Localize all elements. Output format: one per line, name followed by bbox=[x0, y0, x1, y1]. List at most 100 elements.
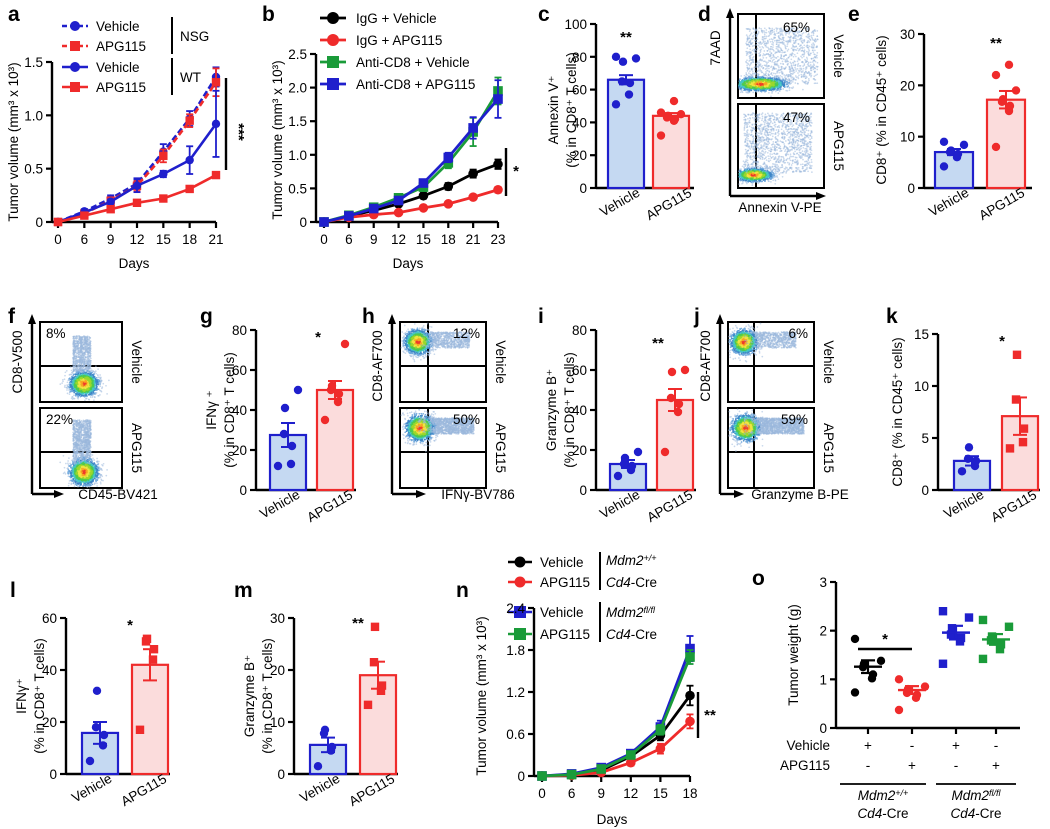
flow-event bbox=[816, 82, 819, 85]
flow-event bbox=[804, 136, 807, 139]
flow-event bbox=[782, 34, 784, 37]
flow-event bbox=[770, 57, 772, 60]
flow-event bbox=[755, 138, 758, 141]
flow-event bbox=[756, 116, 758, 118]
flow-event bbox=[800, 75, 803, 78]
flow-event bbox=[805, 56, 808, 59]
flow-event bbox=[771, 148, 773, 151]
flow-event bbox=[780, 78, 783, 81]
flow-event bbox=[759, 75, 762, 78]
flow-event bbox=[789, 153, 792, 156]
flow-event bbox=[790, 65, 793, 67]
flow-event bbox=[764, 150, 767, 153]
panel-b-significance: * bbox=[513, 163, 519, 180]
flow-event bbox=[800, 55, 802, 58]
flow-event bbox=[746, 159, 749, 162]
flow-event bbox=[751, 123, 754, 126]
flow-event bbox=[753, 156, 756, 158]
flow-event bbox=[813, 43, 815, 46]
flow-event bbox=[747, 41, 750, 44]
flow-event bbox=[814, 38, 817, 40]
flow-event bbox=[786, 86, 789, 88]
flow-event bbox=[777, 140, 779, 143]
flow-event bbox=[752, 91, 755, 94]
flow-event bbox=[757, 132, 760, 135]
flow-event bbox=[757, 30, 760, 33]
y-tick-label: 2.0 bbox=[288, 81, 307, 96]
flow-event bbox=[797, 31, 800, 33]
flow-event bbox=[780, 70, 783, 73]
flow-event bbox=[763, 85, 767, 88]
flow-event bbox=[746, 130, 748, 133]
x-tick-label: 12 bbox=[391, 232, 406, 247]
flow-event bbox=[775, 138, 777, 140]
flow-event bbox=[757, 124, 760, 127]
flow-event bbox=[763, 123, 766, 126]
flow-event bbox=[800, 46, 802, 49]
flow-event bbox=[793, 71, 796, 74]
flow-event bbox=[791, 149, 793, 151]
flow-event bbox=[783, 136, 786, 139]
flow-event bbox=[810, 145, 812, 148]
flow-event bbox=[810, 149, 813, 152]
flow-event bbox=[784, 114, 787, 117]
flow-event bbox=[756, 70, 759, 73]
flow-event bbox=[777, 128, 780, 131]
scatter-point bbox=[611, 100, 621, 109]
flow-event bbox=[796, 133, 799, 135]
flow-event bbox=[805, 76, 808, 78]
flow-event bbox=[779, 34, 782, 37]
flow-event bbox=[797, 127, 800, 129]
flow-event bbox=[796, 47, 799, 50]
flow-event bbox=[760, 48, 763, 51]
flow-event bbox=[773, 163, 776, 166]
flow-event bbox=[814, 82, 817, 85]
flow-event bbox=[810, 75, 812, 78]
flow-event bbox=[751, 38, 754, 40]
flow-event bbox=[751, 58, 754, 61]
flow-event bbox=[788, 140, 791, 142]
flow-event bbox=[787, 36, 790, 38]
flow-event bbox=[746, 131, 749, 134]
flow-event bbox=[767, 179, 770, 182]
flow-event bbox=[767, 46, 769, 49]
flow-event bbox=[793, 144, 796, 146]
flow-event bbox=[765, 56, 768, 59]
series-marker bbox=[159, 169, 168, 179]
flow-event bbox=[800, 147, 802, 150]
flow-event bbox=[749, 158, 752, 160]
flow-event bbox=[777, 41, 779, 44]
flow-event bbox=[744, 138, 747, 141]
flow-event bbox=[808, 49, 811, 52]
flow-event bbox=[814, 67, 817, 70]
flow-event bbox=[780, 121, 782, 124]
flow-event bbox=[762, 147, 765, 150]
flow-event bbox=[773, 75, 776, 78]
flow-event bbox=[791, 81, 794, 83]
flow-event bbox=[747, 113, 750, 116]
flow-event bbox=[774, 90, 777, 93]
flow-event bbox=[769, 155, 772, 158]
flow-event bbox=[794, 39, 797, 42]
flow-event bbox=[743, 77, 745, 80]
flow-event bbox=[755, 122, 758, 124]
flow-event bbox=[774, 125, 777, 128]
flow-event bbox=[753, 69, 756, 71]
flow-event bbox=[774, 51, 777, 54]
flow-event bbox=[767, 112, 769, 115]
flow-event bbox=[786, 63, 789, 66]
flow-event bbox=[804, 61, 807, 64]
flow-event bbox=[808, 41, 811, 43]
flow-event bbox=[814, 49, 816, 52]
flow-event bbox=[761, 35, 764, 38]
series-marker bbox=[80, 211, 89, 220]
flow-event bbox=[792, 124, 795, 126]
flow-event bbox=[798, 135, 801, 138]
flow-event bbox=[765, 70, 767, 73]
flow-event bbox=[804, 160, 806, 163]
flow-event bbox=[807, 163, 810, 166]
flow-event bbox=[746, 84, 750, 87]
flow-event bbox=[759, 165, 761, 167]
flow-event bbox=[786, 118, 788, 121]
flow-event bbox=[791, 162, 794, 165]
